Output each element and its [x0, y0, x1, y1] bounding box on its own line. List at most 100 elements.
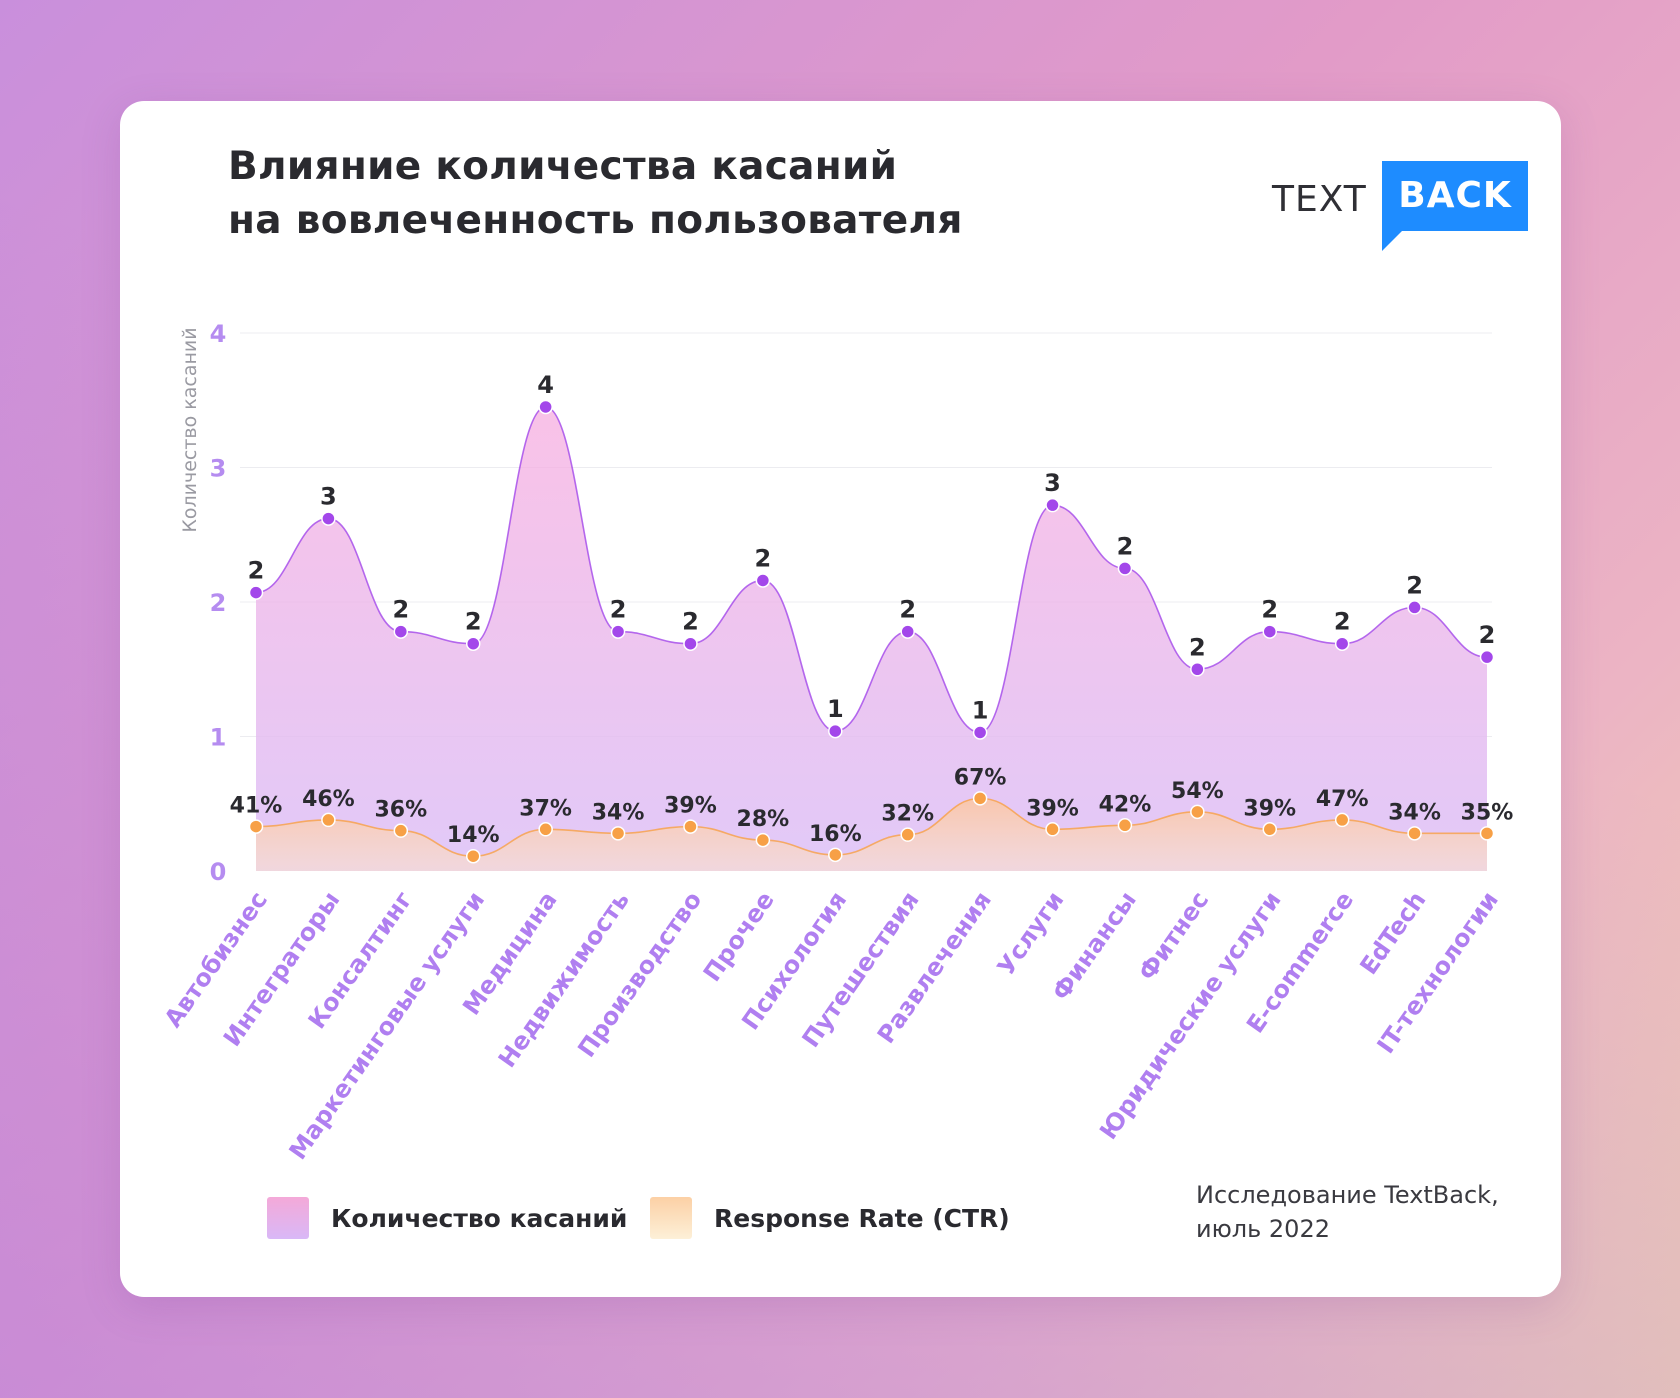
y-axis: 0 1 2 3 4	[210, 320, 227, 886]
ctr-point	[972, 791, 988, 806]
touches-data-label: 2	[682, 608, 699, 636]
y-tick-label: 0	[210, 858, 227, 886]
touches-data-label: 2	[465, 608, 482, 636]
touches-data-label: 3	[1044, 469, 1061, 497]
touches-point	[610, 624, 626, 639]
ctr-data-label: 54%	[1171, 779, 1224, 804]
ctr-data-label: 47%	[1316, 787, 1369, 812]
ctr-data-label: 67%	[954, 765, 1007, 790]
touches-point	[900, 624, 915, 639]
ctr-point	[321, 812, 336, 828]
touches-data-label: 2	[1479, 621, 1496, 649]
touches-point	[1334, 636, 1350, 651]
touches-point	[321, 511, 336, 526]
touches-data-label: 2	[755, 544, 772, 572]
touches-data-label: 2	[1189, 633, 1206, 661]
touches-point	[1190, 662, 1205, 677]
ctr-data-label: 35%	[1461, 800, 1514, 825]
touches-point	[828, 723, 843, 739]
ctr-point	[610, 826, 626, 841]
legend-item-ctr: Response Rate (CTR)	[650, 1196, 1010, 1240]
x-tick-label: Фитнес	[1133, 886, 1214, 985]
touches-data-label: 1	[827, 695, 844, 723]
source-note-line-1: Исследование TextBack,	[1196, 1181, 1499, 1209]
ctr-point	[1479, 826, 1495, 841]
ctr-data-label: 42%	[1099, 792, 1152, 817]
ctr-data-label: 39%	[1243, 796, 1296, 821]
legend-swatch-touches	[267, 1197, 309, 1239]
chart-title-line-1: Влияние количества касаний	[228, 144, 898, 189]
ctr-point	[1262, 822, 1278, 837]
ctr-point	[1190, 804, 1205, 820]
touches-data-label: 2	[1334, 608, 1351, 636]
legend-swatch-ctr	[650, 1197, 692, 1239]
ctr-point	[755, 832, 771, 848]
touches-point	[1407, 600, 1422, 615]
x-tick-label: Недвижимость	[493, 886, 635, 1072]
ctr-area	[256, 798, 1487, 871]
chart-title: Влияние количества касаний на вовлеченно…	[228, 140, 963, 248]
touches-point	[393, 624, 409, 639]
ctr-point	[393, 823, 409, 838]
touches-point	[1045, 497, 1060, 513]
touches-point	[1479, 649, 1495, 665]
touches-data-label: 3	[320, 483, 337, 511]
ctr-data-label: 32%	[881, 802, 934, 827]
x-tick-label: Услуги	[992, 886, 1070, 980]
y-tick-label: 1	[210, 724, 227, 752]
logo-box: BACK	[1382, 161, 1528, 231]
touches-area	[256, 406, 1487, 871]
ctr-data-label: 46%	[302, 787, 355, 812]
touches-data-label: 4	[537, 371, 554, 399]
ctr-data-label: 41%	[230, 794, 283, 819]
ctr-data-label: 34%	[592, 800, 645, 825]
ctr-data-label: 14%	[447, 823, 500, 848]
ctr-data-label: 37%	[519, 796, 572, 821]
series-ctr: 41% 46% 36% 14% 37% 34% 39% 28% 16% 32% 67% 39% 42% 5…	[230, 765, 1514, 871]
y-tick-label: 2	[210, 589, 227, 617]
series-touches: 2 3 2 2 4 2 2 2 1 2 1 3 2 2 2 2 2 2	[248, 371, 1496, 871]
ctr-point	[683, 819, 698, 834]
ctr-data-label: 28%	[737, 807, 790, 832]
touches-data-label: 2	[1117, 532, 1134, 560]
touches-data-label: 2	[248, 557, 265, 585]
x-axis: АвтобизнесИнтеграторыКонсалтингМаркетинг…	[159, 886, 1504, 1164]
touches-point	[538, 399, 553, 415]
touches-point	[248, 585, 264, 600]
y-axis-title: Количество касаний	[179, 327, 201, 532]
textback-logo: TEXT BACK	[1272, 161, 1528, 251]
ctr-data-label: 36%	[374, 798, 427, 823]
x-tick-label: EdTech	[1354, 886, 1431, 979]
y-tick-label: 3	[210, 455, 227, 483]
touches-data-label: 2	[392, 596, 409, 624]
ctr-point	[1045, 822, 1060, 837]
ctr-data-label: 16%	[809, 822, 862, 847]
ctr-data-label: 39%	[1026, 796, 1079, 821]
touches-point	[1117, 561, 1133, 576]
ctr-point	[900, 827, 915, 842]
logo-text: TEXT	[1272, 179, 1367, 220]
ctr-data-label: 34%	[1388, 800, 1441, 825]
legend-label-touches: Количество касаний	[331, 1203, 628, 1233]
touches-point	[683, 636, 698, 651]
legend-label-ctr: Response Rate (CTR)	[714, 1203, 1010, 1233]
ctr-data-label: 39%	[664, 794, 717, 819]
touches-data-label: 2	[610, 596, 627, 624]
touches-data-label: 2	[899, 596, 916, 624]
ctr-point	[828, 847, 843, 863]
source-note: Исследование TextBack, июль 2022	[1196, 1178, 1499, 1246]
source-note-line-2: июль 2022	[1196, 1215, 1330, 1243]
logo-box-text: BACK	[1398, 175, 1512, 216]
touches-point	[1262, 624, 1278, 639]
y-tick-label: 4	[210, 320, 227, 348]
legend-item-touches: Количество касаний	[267, 1196, 627, 1240]
touches-data-label: 1	[972, 696, 989, 724]
ctr-point	[1334, 812, 1350, 828]
ctr-point	[1407, 826, 1422, 841]
logo-speech-tail-icon	[1382, 231, 1402, 251]
x-tick-label: Прочее	[698, 886, 780, 986]
touches-point	[755, 573, 771, 588]
ctr-point	[1117, 818, 1133, 833]
touches-data-label: 2	[1406, 571, 1423, 599]
ctr-point	[465, 848, 481, 864]
